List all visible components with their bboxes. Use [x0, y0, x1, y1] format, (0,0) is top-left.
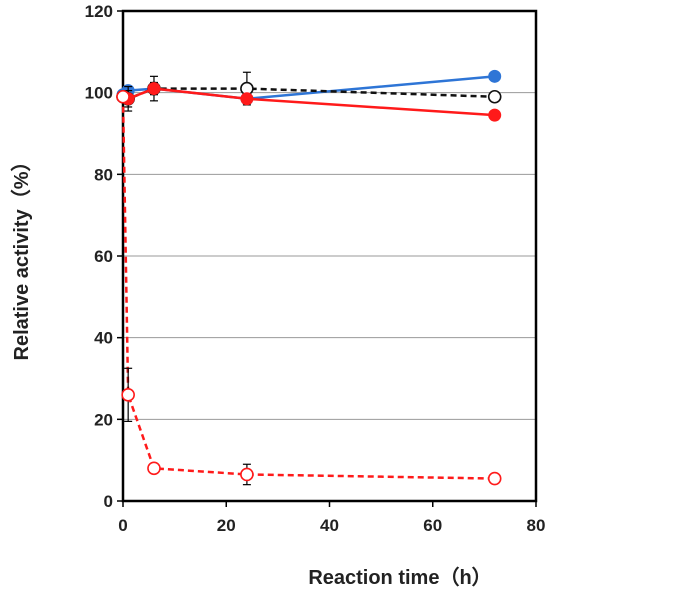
x-axis-title: Reaction time（h） [308, 566, 491, 589]
data-point [147, 82, 161, 96]
x-tick-label: 40 [320, 516, 339, 535]
series-line [122, 75, 495, 101]
x-tick-label: 80 [527, 516, 546, 535]
y-tick-label: 60 [94, 247, 113, 266]
y-axis-title: Relative activity（%） [10, 152, 33, 361]
y-tick-label: 80 [94, 165, 113, 184]
y-tick-label: 100 [85, 84, 113, 103]
data-point [240, 92, 254, 106]
y-tick-label: 120 [85, 2, 113, 21]
data-point [116, 89, 130, 104]
data-point [147, 461, 161, 476]
data-point [121, 388, 135, 402]
y-tick-label: 0 [104, 492, 113, 511]
x-tick-label: 0 [118, 516, 127, 535]
y-tick-label: 20 [94, 410, 113, 429]
y-axis-ticks: 0 20 40 60 80 100 120 [85, 2, 123, 511]
x-tick-label: 60 [423, 516, 442, 535]
data-point [240, 467, 254, 482]
series-layer [116, 69, 502, 486]
series-line [121, 96, 495, 480]
x-axis-ticks: 0 20 40 60 80 [118, 501, 545, 535]
x-tick-label: 20 [217, 516, 236, 535]
data-point [487, 471, 502, 486]
data-point [488, 108, 502, 122]
gridlines [123, 92, 536, 420]
data-point [487, 89, 502, 104]
data-point [488, 69, 502, 83]
y-tick-label: 40 [94, 329, 113, 348]
series-4 [116, 89, 502, 486]
